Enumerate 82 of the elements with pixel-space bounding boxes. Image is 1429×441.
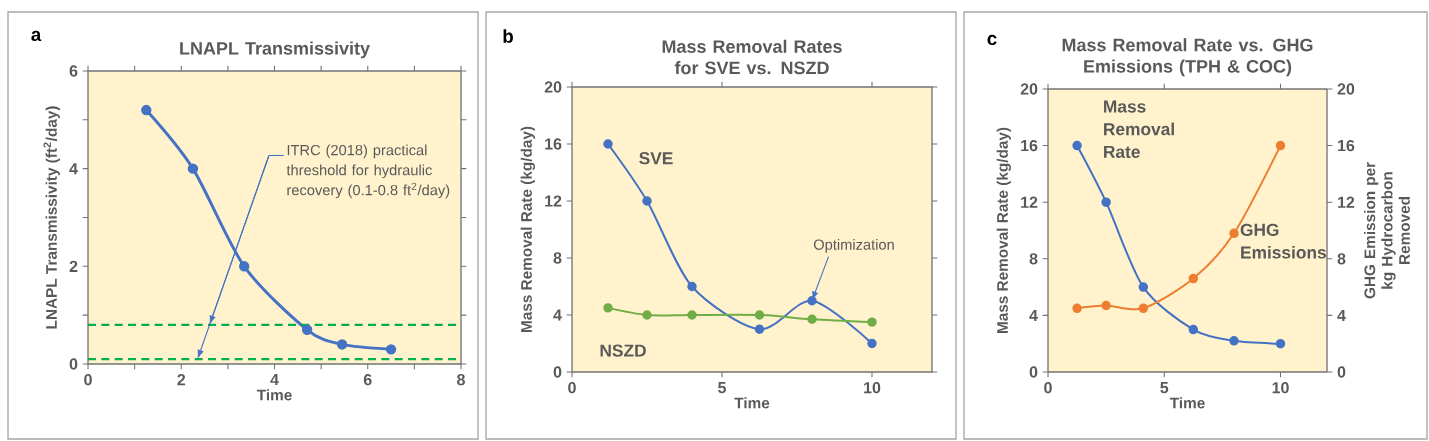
y-tick-label: 0 [69,358,78,370]
y-tick-label: 2 [69,260,78,272]
point [1101,197,1111,207]
point [1188,273,1199,284]
point [1188,324,1199,335]
point [141,104,152,116]
point [807,296,817,306]
point [867,317,877,327]
x-tick-label: 6 [363,374,372,386]
x-axis-title: Time [734,397,770,409]
y-tick-label: 0 [1029,366,1038,378]
y2-tick-label: 20 [1337,83,1355,95]
point [336,339,348,350]
point [867,338,877,349]
y-tick-label: 4 [1029,309,1038,321]
y2-tick-label: 12 [1338,196,1355,208]
y-tick-label: 16 [545,138,562,150]
y-tick-label: 20 [544,81,562,93]
point [603,303,613,313]
y-tick-label: 20 [1020,83,1038,95]
y2-tick-label: 0 [1337,366,1346,378]
point [301,324,313,335]
annotation: Optimization [813,239,894,253]
x-tick-label: 0 [568,382,576,394]
y-tick-label: 6 [69,65,78,77]
point [642,196,652,206]
point [687,310,697,320]
point [754,324,765,334]
y-tick-label: 12 [545,195,562,207]
x-axis-title: Time [1169,397,1205,409]
y2-tick-label: 16 [1338,139,1355,152]
y-axis-title: Mass Removal Rate (kg/day) [996,127,1011,333]
y-tick-label: 8 [1029,253,1038,265]
point [807,314,817,324]
point [687,281,697,292]
point [1072,140,1082,151]
y-tick-label: 8 [553,252,562,264]
x-tick-label: 4 [270,374,279,386]
point [1138,282,1149,292]
y-axis-title: Mass Removal Rate (kg/day) [520,126,535,332]
point [239,261,250,272]
y2-tick-label: 4 [1337,309,1346,321]
text: a [31,30,42,42]
point [754,310,765,320]
point [1275,338,1286,349]
chart-title: LNAPL Transmissivity [180,41,370,59]
x-tick-label: 0 [84,374,92,386]
text: b [503,29,513,43]
y-tick-label: 12 [1021,196,1038,208]
point [1229,228,1239,239]
point [1275,140,1286,151]
x-tick-label: 8 [457,374,465,386]
point [1229,336,1239,346]
x-axis-title: Time [256,389,292,401]
point [187,163,199,174]
point [642,310,652,320]
y2-tick-label: 8 [1337,253,1346,265]
x-tick-label: 10 [864,382,881,394]
annotation: ITRC (2018) practical threshold for hydraulic recovery (0.1-0.8 ft$^{2}$/day) [286,144,450,199]
x-tick-label: 5 [1160,382,1169,394]
point [1138,303,1149,314]
point [1101,300,1111,311]
x-tick-label: 2 [177,374,186,386]
point [1072,303,1082,314]
y2-axis-title: GHG Emission per kg Hydrocarbon Removed [1364,162,1410,299]
y-axis-title: LNAPL Transmissivity (ft$^{2}$/day) [43,106,60,329]
chart-title: Mass Removal Rates for SVE vs. NSZD [662,39,842,75]
series-label: NSZD [600,344,646,357]
y-tick-label: 0 [553,366,562,378]
chart-title: Mass Removal Rate vs. GHG Emissions (TPH & COC) [1062,38,1313,77]
series-label: Mass Removal Rate [1104,100,1174,158]
x-tick-label: 10 [1272,382,1289,394]
x-tick-label: 5 [718,382,726,394]
y-tick-label: 16 [1021,139,1038,152]
y-tick-label: 4 [69,163,78,175]
x-tick-label: 0 [1044,382,1052,394]
series-label: SVE [639,152,673,165]
text: c [987,34,997,46]
series-label: GHG Emissions [1240,223,1326,259]
y-tick-label: 4 [553,309,562,321]
point [385,344,397,355]
point [603,139,613,149]
